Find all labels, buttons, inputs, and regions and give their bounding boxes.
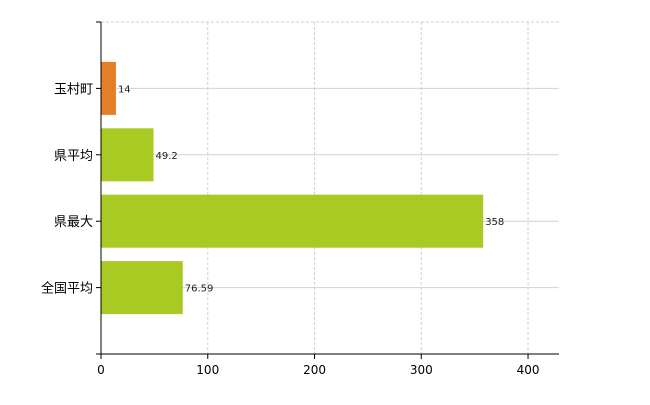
data-label: 49.2 bbox=[156, 151, 178, 162]
bar bbox=[101, 194, 484, 248]
data-label: 358 bbox=[485, 217, 504, 228]
bar bbox=[101, 128, 154, 182]
x-tick-label: 300 bbox=[410, 363, 433, 377]
x-tick-label: 200 bbox=[303, 363, 326, 377]
data-label: 14 bbox=[118, 84, 131, 95]
y-tick-label: 県最大 bbox=[54, 215, 93, 230]
bar bbox=[101, 261, 183, 315]
x-tick-label: 400 bbox=[517, 363, 540, 377]
x-tick-label: 100 bbox=[196, 363, 219, 377]
bar bbox=[101, 61, 116, 115]
y-tick-label: 全国平均 bbox=[41, 281, 93, 297]
x-tick-label: 0 bbox=[97, 363, 105, 377]
y-tick-label: 玉村町 bbox=[54, 82, 93, 97]
y-tick-label: 県平均 bbox=[54, 149, 93, 164]
data-label: 76.59 bbox=[185, 284, 214, 295]
